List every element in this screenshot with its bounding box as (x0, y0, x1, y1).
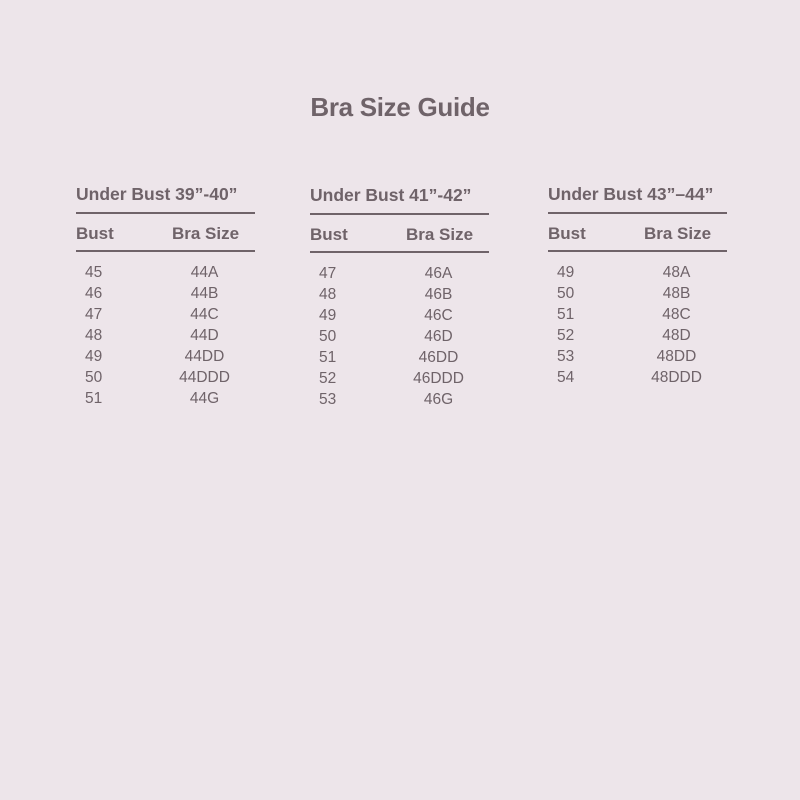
table-heading: Under Bust 43”–44” (548, 182, 727, 214)
bust-value: 46 (85, 285, 103, 302)
table-row: 53 48DD (548, 346, 727, 367)
size-table: Under Bust 41”-42” Bust Bra Size 47 46A … (310, 183, 489, 410)
bust-value: 50 (85, 369, 103, 386)
bra-size-value: 46DDD (413, 370, 464, 387)
bust-value: 50 (319, 328, 337, 345)
bra-size-value: 46A (424, 265, 453, 282)
bust-value: 47 (85, 306, 103, 323)
bust-value: 53 (557, 348, 575, 365)
table-header: Bust Bra Size (310, 215, 489, 253)
bra-size-value: 46C (424, 307, 453, 324)
bust-value: 50 (557, 285, 575, 302)
table-row: 48 44D (76, 325, 255, 346)
table-row: 50 48B (548, 283, 727, 304)
bra-size-value: 44C (190, 306, 219, 323)
table-row: 45 44A (76, 262, 255, 283)
bra-size-value: 44G (189, 390, 220, 407)
table-heading: Under Bust 39”-40” (76, 182, 255, 214)
bust-value: 53 (319, 391, 337, 408)
table-header: Bust Bra Size (76, 214, 255, 252)
bra-size-value: 48A (662, 264, 691, 281)
bra-size-value: 44DDD (179, 369, 230, 386)
column-header-bust: Bust (76, 224, 114, 243)
bust-value: 49 (85, 348, 103, 365)
table-row: 52 46DDD (310, 368, 489, 389)
table-row: 52 48D (548, 325, 727, 346)
table-row: 53 46G (310, 389, 489, 410)
table-row: 51 46DD (310, 347, 489, 368)
bra-size-value: 44B (190, 285, 219, 302)
column-header-bust: Bust (548, 224, 586, 243)
bra-size-value: 48DD (656, 348, 697, 365)
bust-value: 49 (557, 264, 575, 281)
bra-size-value: 44A (190, 264, 219, 281)
bra-size-value: 44D (190, 327, 219, 344)
bra-size-value: 48C (662, 306, 691, 323)
table-row: 47 46A (310, 263, 489, 284)
bust-value: 48 (319, 286, 337, 303)
bra-size-value: 46G (423, 391, 454, 408)
bust-value: 47 (319, 265, 337, 282)
bra-size-value: 46B (424, 286, 453, 303)
bust-value: 51 (319, 349, 337, 366)
table-row: 50 44DDD (76, 367, 255, 388)
table-row: 51 48C (548, 304, 727, 325)
bra-size-value: 48B (662, 285, 691, 302)
table-row: 49 46C (310, 305, 489, 326)
table-row: 50 46D (310, 326, 489, 347)
table-row: 49 48A (548, 262, 727, 283)
table-row: 51 44G (76, 388, 255, 409)
table-row: 54 48DDD (548, 367, 727, 388)
size-table: Under Bust 39”-40” Bust Bra Size 45 44A … (76, 182, 255, 409)
bust-value: 54 (557, 369, 575, 386)
size-table: Under Bust 43”–44” Bust Bra Size 49 48A … (548, 182, 727, 388)
table-row: 48 46B (310, 284, 489, 305)
page-title: Bra Size Guide (310, 92, 490, 122)
column-header-bust: Bust (310, 225, 348, 244)
column-header-bra-size: Bra Size (643, 224, 712, 243)
bust-value: 52 (557, 327, 575, 344)
table-row: 49 44DD (76, 346, 255, 367)
table-row: 47 44C (76, 304, 255, 325)
table-heading: Under Bust 41”-42” (310, 183, 489, 215)
table-row: 46 44B (76, 283, 255, 304)
table-header: Bust Bra Size (548, 214, 727, 252)
bust-value: 51 (557, 306, 575, 323)
bra-size-value: 48DDD (651, 369, 702, 386)
column-header-bra-size: Bra Size (171, 224, 240, 243)
bra-size-value: 48D (662, 327, 691, 344)
bust-value: 51 (85, 390, 103, 407)
column-header-bra-size: Bra Size (405, 225, 474, 244)
bust-value: 48 (85, 327, 103, 344)
bra-size-value: 44DD (184, 348, 225, 365)
bust-value: 52 (319, 370, 337, 387)
bust-value: 49 (319, 307, 337, 324)
bra-size-value: 46D (424, 328, 453, 345)
bra-size-value: 46DD (418, 349, 459, 366)
bust-value: 45 (85, 264, 103, 281)
